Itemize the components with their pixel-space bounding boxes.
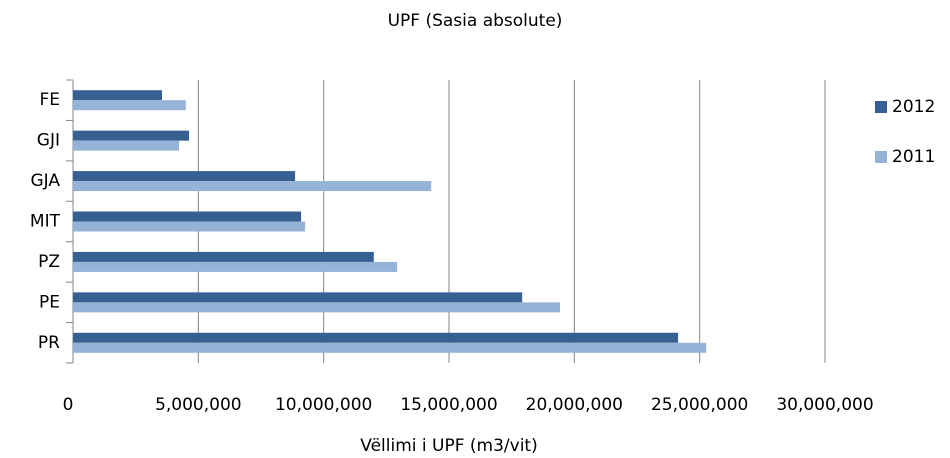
bar [73, 302, 561, 313]
bar [73, 171, 296, 182]
y-tick-label: PR [38, 333, 60, 353]
bar [73, 221, 306, 232]
legend-label: 2011 [892, 147, 935, 167]
bar [73, 100, 186, 111]
x-tick-label: 30,000,000 [776, 395, 873, 415]
x-tick-label: 25,000,000 [651, 395, 748, 415]
bar [73, 181, 432, 192]
x-tick-label: 5,000,000 [155, 395, 242, 415]
bar [73, 211, 302, 222]
x-tick-label: 20,000,000 [526, 395, 623, 415]
bar [73, 292, 523, 303]
y-tick-label: PZ [38, 252, 60, 272]
y-tick-label: GJA [30, 171, 60, 191]
x-tick-label: 10,000,000 [275, 395, 372, 415]
y-tick-label: FE [39, 90, 60, 110]
bar [73, 261, 398, 272]
y-tick-label: PE [39, 292, 60, 312]
bar [73, 251, 374, 262]
bar [73, 140, 180, 151]
legend-swatch [875, 151, 887, 163]
chart-title: UPF (Sasia absolute) [388, 11, 563, 31]
x-tick-label: 15,000,000 [400, 395, 497, 415]
x-axis-title: Vëllimi i UPF (m3/vit) [360, 436, 537, 456]
legend-swatch [875, 101, 887, 113]
x-tick-label: 0 [63, 395, 74, 415]
bar [73, 342, 707, 353]
bar [73, 332, 679, 343]
y-tick-label: MIT [30, 212, 61, 232]
legend-label: 2012 [892, 97, 935, 117]
bar [73, 130, 190, 141]
y-tick-label: GJI [37, 131, 60, 151]
bar [73, 90, 162, 101]
